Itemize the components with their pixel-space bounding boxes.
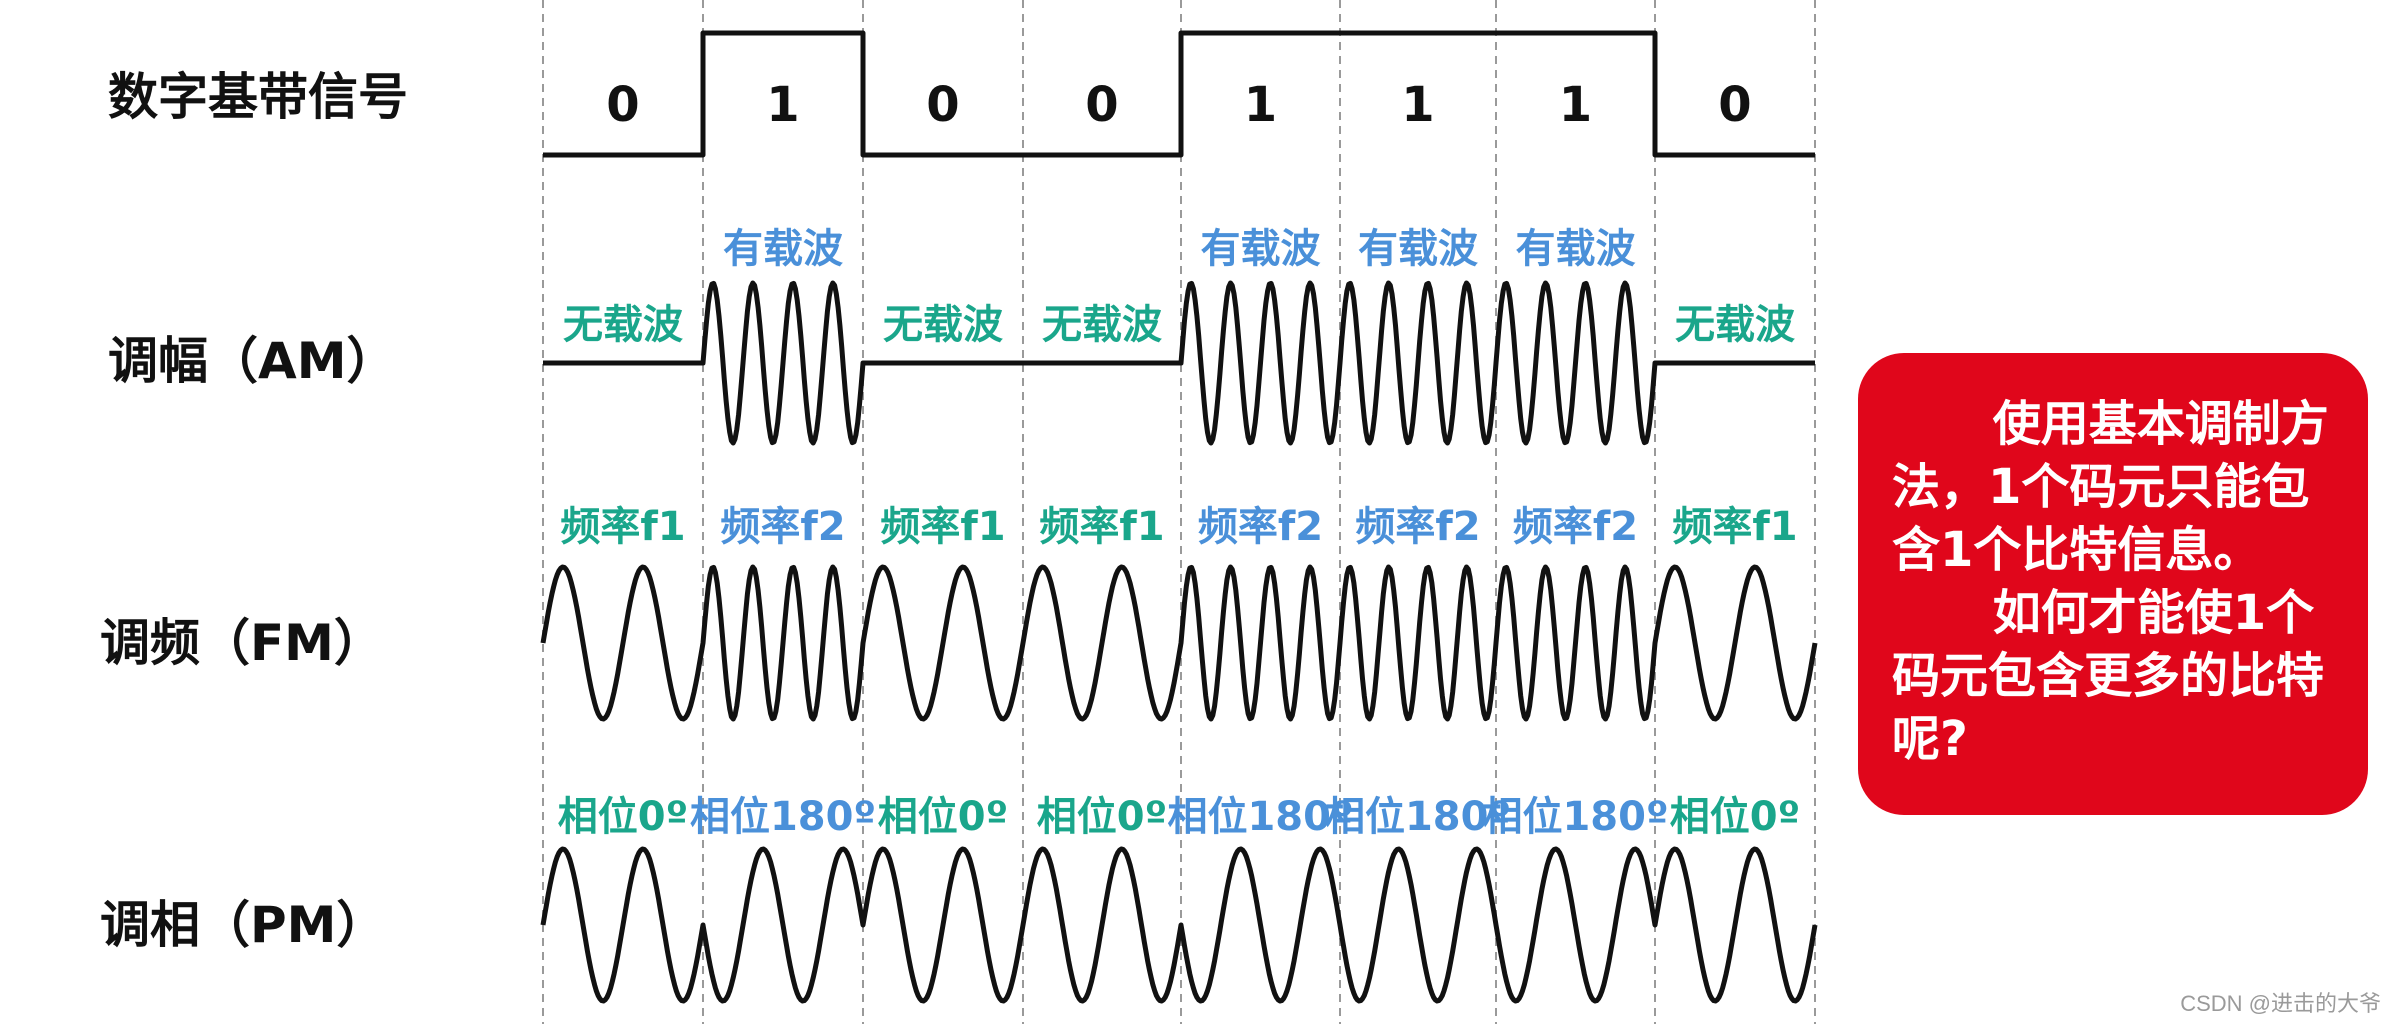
am-label: 有载波 <box>723 226 843 272</box>
bit-value: 0 <box>926 77 959 133</box>
bit-value: 1 <box>1559 77 1592 133</box>
fm-annotations: 频率f1 频率f2 频率f1 频率f1 频率f2 频率f2 频率f2 频率f1 <box>560 504 1797 550</box>
bit-value: 1 <box>1244 77 1277 133</box>
bit-value: 0 <box>1718 77 1751 133</box>
fm-waveform <box>540 564 1818 722</box>
pm-label: 相位0º <box>878 794 1008 840</box>
bit-value: 0 <box>1085 77 1118 133</box>
callout-question: 如何才能使1个码元包含更多的比特呢? <box>1892 585 2325 767</box>
pm-waveform <box>540 846 1818 1004</box>
question-callout: 使用基本调制方法，1个码元只能包含1个比特信息。 如何才能使1个码元包含更多的比… <box>1858 353 2368 815</box>
am-label: 无载波 <box>883 302 1003 348</box>
bit-value: 1 <box>1401 77 1434 133</box>
pm-label: 相位180º <box>1167 794 1353 840</box>
pm-label: 相位0º <box>558 794 688 840</box>
row-label-digital: 数字基带信号 <box>108 68 408 126</box>
fm-label: 频率f1 <box>1672 504 1797 550</box>
pm-label: 相位0º <box>1037 794 1167 840</box>
pm-label: 相位0º <box>1670 794 1800 840</box>
am-label: 有载波 <box>1201 226 1321 272</box>
fm-label: 频率f2 <box>1513 504 1638 550</box>
am-label: 有载波 <box>1516 226 1636 272</box>
fm-label: 频率f1 <box>880 504 1005 550</box>
pm-label: 相位180º <box>1482 794 1668 840</box>
am-label: 有载波 <box>1358 226 1478 272</box>
pm-label: 相位180º <box>690 794 876 840</box>
row-label-fm: 调频（FM） <box>100 614 384 672</box>
bit-values: 0 1 0 0 1 1 1 0 <box>606 77 1751 133</box>
am-label: 无载波 <box>1675 302 1795 348</box>
fm-label: 频率f2 <box>720 504 845 550</box>
row-label-pm: 调相（PM） <box>100 896 386 954</box>
am-label: 无载波 <box>563 302 683 348</box>
am-label: 无载波 <box>1042 302 1162 348</box>
watermark: CSDN @进击的大爷 <box>2180 991 2381 1016</box>
fm-label: 频率f2 <box>1198 504 1323 550</box>
am-waveform <box>543 280 1815 446</box>
fm-label: 频率f1 <box>560 504 685 550</box>
digital-baseband-waveform <box>543 30 1815 158</box>
fm-label: 频率f1 <box>1039 504 1164 550</box>
fm-label: 频率f2 <box>1355 504 1480 550</box>
row-label-am: 调幅（AM） <box>108 332 396 390</box>
bit-value: 1 <box>766 77 799 133</box>
pm-label: 相位180º <box>1325 794 1511 840</box>
bit-value: 0 <box>606 77 639 133</box>
symbol-boundaries <box>542 0 1816 1024</box>
callout-statement: 使用基本调制方法，1个码元只能包含1个比特信息。 <box>1892 396 2329 578</box>
